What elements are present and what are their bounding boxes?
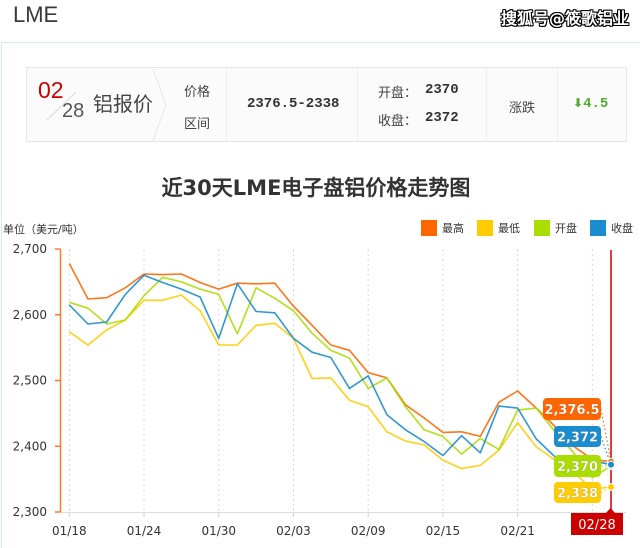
page-title: LME bbox=[13, 2, 59, 27]
x-axis-tick-label: 02/15 bbox=[426, 524, 461, 538]
close-value: 2372 bbox=[425, 110, 459, 126]
legend-swatch-open bbox=[534, 220, 550, 236]
chart-title: 近30天LME电子盘铝价格走势图 bbox=[161, 176, 471, 200]
value-flag-label: 2,338 bbox=[557, 487, 598, 502]
series-line-low bbox=[68, 294, 612, 490]
y-axis-tick-label: 2,600 bbox=[13, 308, 47, 322]
legend-swatch-close bbox=[590, 220, 606, 236]
series-line-high bbox=[68, 263, 612, 463]
legend-label: 开盘 bbox=[555, 222, 577, 235]
crosshair-date-label: 02/28 bbox=[578, 518, 615, 533]
data-point-marker[interactable] bbox=[607, 483, 616, 492]
watermark: 搜狐号@筱歌铝业 bbox=[501, 9, 630, 28]
x-axis-tick-label: 02/21 bbox=[500, 524, 535, 538]
range-label-line2: 区间 bbox=[184, 117, 211, 132]
legend-item-low[interactable]: 最低 bbox=[477, 220, 520, 236]
value-flag-open bbox=[554, 455, 601, 477]
x-axis-tick-label: 02/03 bbox=[276, 524, 311, 538]
value-flag-high bbox=[543, 398, 601, 420]
legend-label: 最高 bbox=[442, 222, 464, 235]
change-indicator: ⬇4.5 bbox=[573, 96, 608, 112]
price-box-label: 铝报价 bbox=[93, 92, 153, 116]
value-flag-label: 2,372 bbox=[557, 431, 598, 446]
legend-item-open[interactable]: 开盘 bbox=[534, 220, 577, 236]
legend-swatch-low bbox=[477, 220, 493, 236]
date-slash-divider bbox=[46, 68, 167, 142]
legend-swatch-high bbox=[421, 220, 437, 236]
x-axis-tick-label: 01/24 bbox=[127, 524, 162, 538]
date-month: 02 bbox=[38, 77, 64, 103]
y-axis-tick-label: 2,300 bbox=[13, 505, 47, 519]
y-axis-tick-label: 2,700 bbox=[13, 242, 47, 256]
price-summary-box: 02 28 铝报价 价格 区间 2376.5-2338 开盘： 2370 收盘：… bbox=[26, 67, 627, 142]
open-label: 开盘： bbox=[378, 86, 418, 101]
legend-label: 收盘 bbox=[611, 222, 633, 235]
divider bbox=[557, 68, 558, 141]
divider bbox=[226, 68, 227, 141]
data-point-marker[interactable] bbox=[607, 460, 616, 469]
series-line-close bbox=[68, 274, 612, 466]
x-axis-tick-label: 01/18 bbox=[52, 524, 87, 538]
x-axis-tick-label: 01/30 bbox=[201, 524, 236, 538]
x-axis-tick-label: 02/09 bbox=[351, 524, 386, 538]
value-flag-close bbox=[554, 426, 601, 447]
open-value: 2370 bbox=[425, 82, 459, 98]
legend-item-high[interactable]: 最高 bbox=[421, 220, 464, 236]
series-line-open bbox=[69, 276, 612, 479]
date-day: 28 bbox=[62, 100, 85, 122]
change-value: 4.5 bbox=[583, 96, 609, 112]
crosshair-date-label-box bbox=[571, 508, 623, 535]
price-range-value: 2376.5-2338 bbox=[247, 96, 340, 112]
y-axis-tick-label: 2,400 bbox=[13, 439, 47, 453]
close-label: 收盘： bbox=[378, 114, 418, 129]
y-axis-unit-label: 单位（美元/吨） bbox=[3, 223, 84, 236]
divider bbox=[357, 68, 358, 141]
legend-item-close[interactable]: 收盘 bbox=[590, 220, 633, 236]
value-flag-label: 2,376.5 bbox=[544, 403, 599, 418]
change-label: 涨跌 bbox=[509, 101, 536, 116]
arrow-down-icon: ⬇ bbox=[573, 96, 584, 110]
value-flag-low bbox=[554, 482, 601, 503]
flag-connector bbox=[600, 408, 612, 462]
value-flag-label: 2,370 bbox=[557, 460, 598, 475]
content-container bbox=[1, 42, 640, 548]
y-axis-tick-label: 2,500 bbox=[13, 374, 47, 388]
range-label-line1: 价格 bbox=[184, 85, 211, 100]
legend-label: 最低 bbox=[498, 222, 520, 235]
divider bbox=[486, 68, 487, 141]
